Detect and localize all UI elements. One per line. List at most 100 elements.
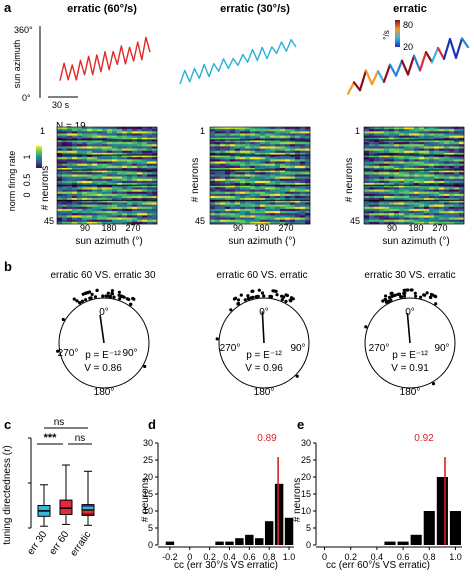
trace-segment <box>454 37 464 59</box>
heatmap-cell <box>210 180 216 184</box>
heatmap-cell <box>414 133 420 136</box>
heatmap-cell <box>260 180 266 184</box>
heatmap-cell <box>449 133 455 136</box>
heatmap-cell <box>265 187 271 190</box>
heatmap-cell <box>147 195 153 199</box>
heatmap-cell <box>424 127 430 130</box>
heatmap-cell <box>285 215 291 218</box>
heatmap-cell <box>409 150 415 154</box>
heatmap-cell <box>132 142 138 145</box>
heatmap-cell <box>210 163 216 167</box>
heatmap-cell <box>235 202 241 205</box>
heatmap-cell <box>444 213 450 216</box>
heatmap-cell <box>127 183 133 186</box>
heatmap-cell <box>434 217 440 220</box>
heatmap-cell <box>240 202 246 205</box>
heatmap-cell <box>275 180 281 184</box>
heatmap-cell <box>459 193 465 197</box>
heatmap-cell <box>305 206 311 210</box>
d-ylabel: # neurons <box>140 478 151 522</box>
heatmap-cell <box>459 185 465 188</box>
heatmap-cell <box>117 176 123 180</box>
heatmap-cell <box>67 165 73 169</box>
heatmap-cell <box>280 221 286 225</box>
heatmap-cell <box>419 157 425 160</box>
d-bar <box>284 517 294 545</box>
heatmap-cell <box>225 157 231 160</box>
heatmap-cell <box>379 163 385 167</box>
heatmap-cell <box>87 150 93 154</box>
heatmap-cell <box>305 159 311 162</box>
heatmap-cell <box>444 150 450 154</box>
heatmap-cell <box>210 176 216 180</box>
heatmap-cell <box>112 174 118 177</box>
heatmap-cell <box>300 137 306 141</box>
heatmap-cell <box>285 131 291 134</box>
heatmap-cell <box>399 155 405 158</box>
heatmap-cell <box>87 183 93 186</box>
heatmap-cell <box>389 137 395 141</box>
heatmap-cell <box>230 172 236 175</box>
heatmap-cell <box>62 211 68 214</box>
heatmap-colorbar-tick-1: 1 <box>22 154 32 159</box>
heatmap-cell <box>240 131 246 134</box>
heatmap-cell <box>152 142 158 145</box>
heatmap-cell <box>449 176 455 180</box>
heatmap-cell <box>270 198 276 201</box>
heatmap-cell <box>142 204 148 208</box>
heatmap-cell <box>419 172 425 175</box>
heatmap-cell <box>444 180 450 184</box>
heatmap-cell <box>67 219 73 223</box>
heatmap-cell <box>215 167 221 171</box>
heatmap-cell <box>225 215 231 218</box>
heatmap-cell <box>439 167 445 171</box>
heatmap-cell <box>240 219 246 223</box>
heatmap-cell <box>122 135 128 139</box>
heatmap-cell <box>409 165 415 169</box>
heatmap-cell <box>379 155 385 158</box>
heatmap-cell <box>152 189 158 192</box>
heatmap-cell <box>364 142 370 145</box>
heatmap-cell <box>132 150 138 154</box>
heatmap-cell <box>117 144 123 147</box>
heatmap-cell <box>449 144 455 147</box>
polar2-p: p = E⁻¹² <box>246 350 282 361</box>
heatmap-cell <box>215 217 221 220</box>
heatmap-cell <box>265 148 271 152</box>
heatmap-cell <box>409 161 415 164</box>
heatmap-cell <box>220 135 226 139</box>
heatmap-cell <box>235 131 241 134</box>
heatmap-cell <box>449 193 455 197</box>
heatmap-cell <box>235 195 241 199</box>
heatmap-cell <box>102 129 108 132</box>
polar-plot-2 <box>215 288 310 389</box>
heatmap-cell <box>250 152 256 156</box>
heatmap-cell <box>250 208 256 212</box>
e-bar <box>449 511 462 545</box>
heatmap-cell <box>394 193 400 197</box>
heatmap-cell <box>250 146 256 149</box>
heatmap-cell <box>127 204 133 208</box>
heatmap-cell <box>265 152 271 156</box>
heatmap-cell <box>419 152 425 156</box>
heatmap-cell <box>409 217 415 220</box>
heatmap-cell <box>112 211 118 214</box>
heatmap-cell <box>225 195 231 199</box>
d-xtick-label: 0 <box>187 552 192 562</box>
heatmap-cell <box>260 202 266 205</box>
heatmap-cell <box>414 202 420 205</box>
heatmap-cell <box>404 217 410 220</box>
heatmap-cell <box>127 135 133 139</box>
heatmap-cell <box>142 187 148 190</box>
heatmap-cell <box>132 155 138 158</box>
heatmap-cell <box>404 180 410 184</box>
heatmap-cell <box>429 176 435 180</box>
polar-dot <box>257 288 261 292</box>
heatmap-cell <box>434 208 440 212</box>
heatmap-cell <box>374 185 380 188</box>
heatmap-cell <box>419 176 425 180</box>
heatmap-cell <box>454 137 460 141</box>
heatmap-colorbar <box>36 146 42 168</box>
heatmap-cell <box>215 198 221 201</box>
heatmap-cell <box>290 217 296 220</box>
